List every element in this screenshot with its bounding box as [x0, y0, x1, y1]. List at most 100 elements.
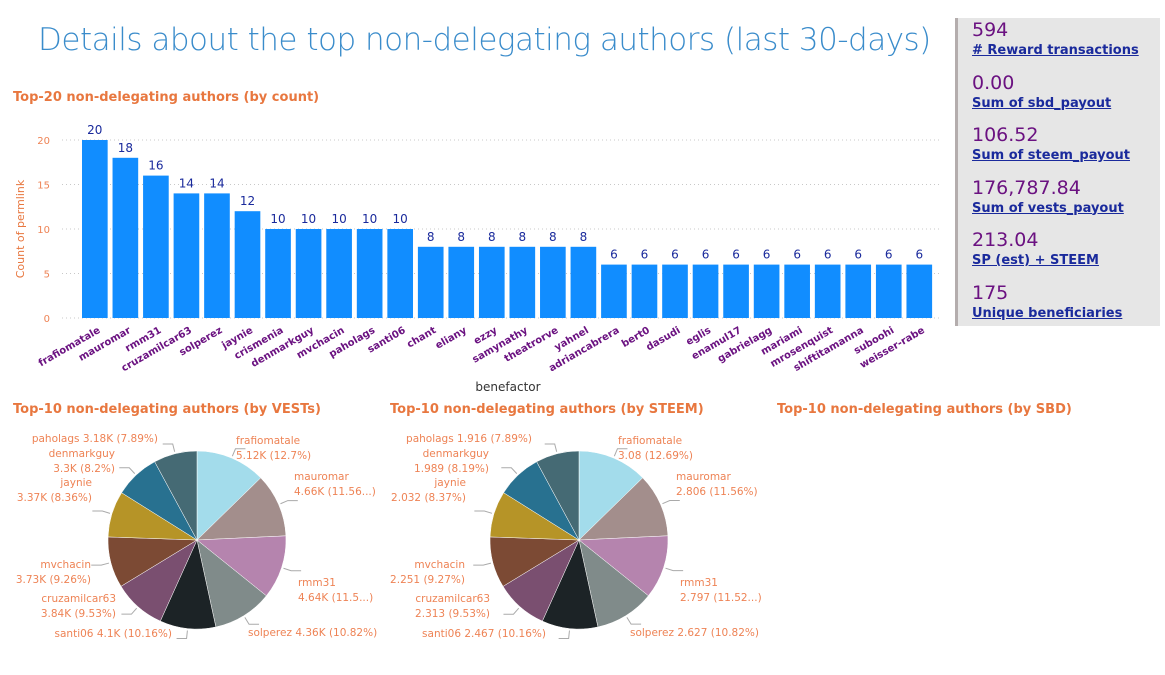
- vests-pie-title: Top-10 non-delegating authors (by VESTs): [13, 402, 321, 417]
- pie-label: santi06 2.467 (10.16%): [422, 627, 546, 642]
- bar: [143, 175, 169, 318]
- bar: [845, 264, 872, 318]
- leader-line: [283, 567, 302, 572]
- data-label: 16: [148, 159, 163, 173]
- leader-line: [91, 562, 110, 566]
- pie-label-name: solperez: [248, 627, 292, 639]
- pie-label: jaynie 2.032 (8.37%): [391, 476, 466, 506]
- pie-label: frafiomatale 3.08 (12.69%): [618, 434, 693, 464]
- leader-line: [231, 448, 246, 457]
- pie-slice: [154, 450, 198, 541]
- leader-line: [121, 607, 138, 615]
- data-label: 6: [824, 248, 832, 262]
- pie-label-name: mauromar: [294, 471, 349, 483]
- data-label: 6: [610, 248, 618, 262]
- pie-label-value: 4.64K (11.5...): [298, 592, 374, 604]
- pie-slice: [196, 477, 287, 541]
- bar: [478, 246, 505, 318]
- vests-pie-chart: frafiomatale 5.12K (12.7%) mauromar 4.66K (…: [0, 420, 380, 660]
- pie-label-name: mauromar: [676, 471, 731, 483]
- kpi-value: 213.04: [972, 229, 1039, 251]
- bar: [875, 264, 902, 318]
- pie-label: denmarkguy 1.989 (8.19%): [414, 447, 489, 477]
- pie-label-value: 3.73K (9.26%): [15, 574, 91, 586]
- pie-label-name: rmm31: [680, 577, 718, 589]
- leader-line: [503, 607, 520, 615]
- pie-label-value: 3.84K (9.53%): [40, 608, 116, 620]
- data-label: 12: [240, 194, 255, 208]
- pie-label-value: 2.251 (9.27%): [390, 574, 465, 586]
- x-tick-label: dasudi: [644, 325, 682, 353]
- data-label: 10: [270, 212, 285, 226]
- bar: [631, 264, 658, 318]
- leader-line: [501, 467, 518, 474]
- bar: [662, 264, 688, 318]
- kpi-value: 594: [972, 19, 1009, 41]
- pie-label: solperez 2.627 (10.82%): [630, 626, 759, 641]
- y-tick-label: 10: [37, 225, 50, 236]
- pie-label: paholags 1.916 (7.89%): [406, 432, 532, 447]
- kpi-label-link[interactable]: Sum of sbd_payout: [972, 95, 1112, 111]
- data-label: 6: [793, 248, 801, 262]
- kpi-label-link[interactable]: Unique beneficiaries: [972, 305, 1123, 321]
- data-label: 10: [301, 212, 316, 226]
- y-tick-label: 15: [37, 181, 50, 192]
- pie-label: rmm31 2.797 (11.52...): [680, 576, 762, 606]
- kpi-panel: 594 # Reward transactions 0.00 Sum of sbd_…: [955, 18, 1160, 326]
- bar-chart-title: Top-20 non-delegating authors (by count): [13, 90, 320, 105]
- leader-line: [244, 617, 260, 625]
- pie-label: solperez 4.36K (10.82%): [248, 626, 377, 641]
- pie-label-value: 2.806 (11.56%): [676, 486, 758, 498]
- pie-label-value: 4.36K (10.82%): [295, 627, 378, 639]
- bar: [814, 264, 841, 318]
- leader-line: [662, 500, 680, 505]
- kpi-label-link[interactable]: Sum of steem_payout: [972, 148, 1130, 163]
- kpi-value: 175: [972, 281, 1009, 304]
- pie-label-name: jaynie: [434, 477, 466, 489]
- leader-line: [176, 630, 188, 639]
- pie-svg: [473, 443, 684, 639]
- bar: [723, 264, 749, 318]
- pie-label: santi06 4.1K (10.16%): [55, 627, 172, 642]
- bar: [906, 264, 933, 318]
- bar: [173, 193, 200, 318]
- pie-label-value: 1.916 (7.89%): [457, 433, 532, 445]
- bar: [509, 246, 536, 318]
- bar: [234, 211, 261, 318]
- kpi-label-link[interactable]: Sum of vests_payout: [972, 200, 1124, 216]
- bar: [570, 246, 597, 318]
- kpi-label-link[interactable]: # Reward transactions: [972, 43, 1139, 58]
- kpi-card: 0.00 Sum of sbd_payout: [958, 71, 1160, 124]
- data-label: 6: [702, 248, 710, 262]
- pie-slice: [578, 450, 644, 541]
- kpi-label-link[interactable]: SP (est) + STEEM: [972, 253, 1099, 268]
- pie-label-name: frafiomatale: [618, 435, 683, 447]
- y-tick-label: 0: [44, 314, 50, 325]
- pie-label-name: denmarkguy: [48, 448, 115, 460]
- pie-label-name: jaynie: [60, 477, 92, 489]
- data-label: 8: [427, 230, 435, 244]
- bar: [356, 229, 383, 318]
- leader-line: [558, 630, 570, 639]
- kpi-card: 106.52 Sum of steem_payout: [958, 123, 1160, 176]
- kpi-card: 594 # Reward transactions: [958, 18, 1160, 71]
- data-label: 14: [179, 176, 194, 190]
- kpi-card: 176,787.84 Sum of vests_payout: [958, 176, 1160, 229]
- leader-line: [162, 443, 176, 452]
- pie-label-value: 1.989 (8.19%): [414, 463, 489, 475]
- pie-slice: [578, 535, 669, 597]
- pie-slice: [196, 535, 287, 597]
- data-label: 14: [209, 176, 224, 190]
- pie-label-name: denmarkguy: [422, 448, 489, 460]
- pie-label-value: 2.627 (10.82%): [677, 627, 759, 639]
- bar: [326, 229, 352, 318]
- bar: [387, 229, 414, 318]
- leader-line: [280, 500, 298, 505]
- y-axis-label: Count of permlink: [14, 179, 27, 278]
- kpi-card: 175 Unique beneficiaries: [958, 281, 1160, 334]
- kpi-value: 106.52: [972, 124, 1039, 146]
- bar: [540, 246, 566, 318]
- bar: [112, 157, 139, 318]
- pie-label-value: 3.18K (7.89%): [82, 433, 158, 445]
